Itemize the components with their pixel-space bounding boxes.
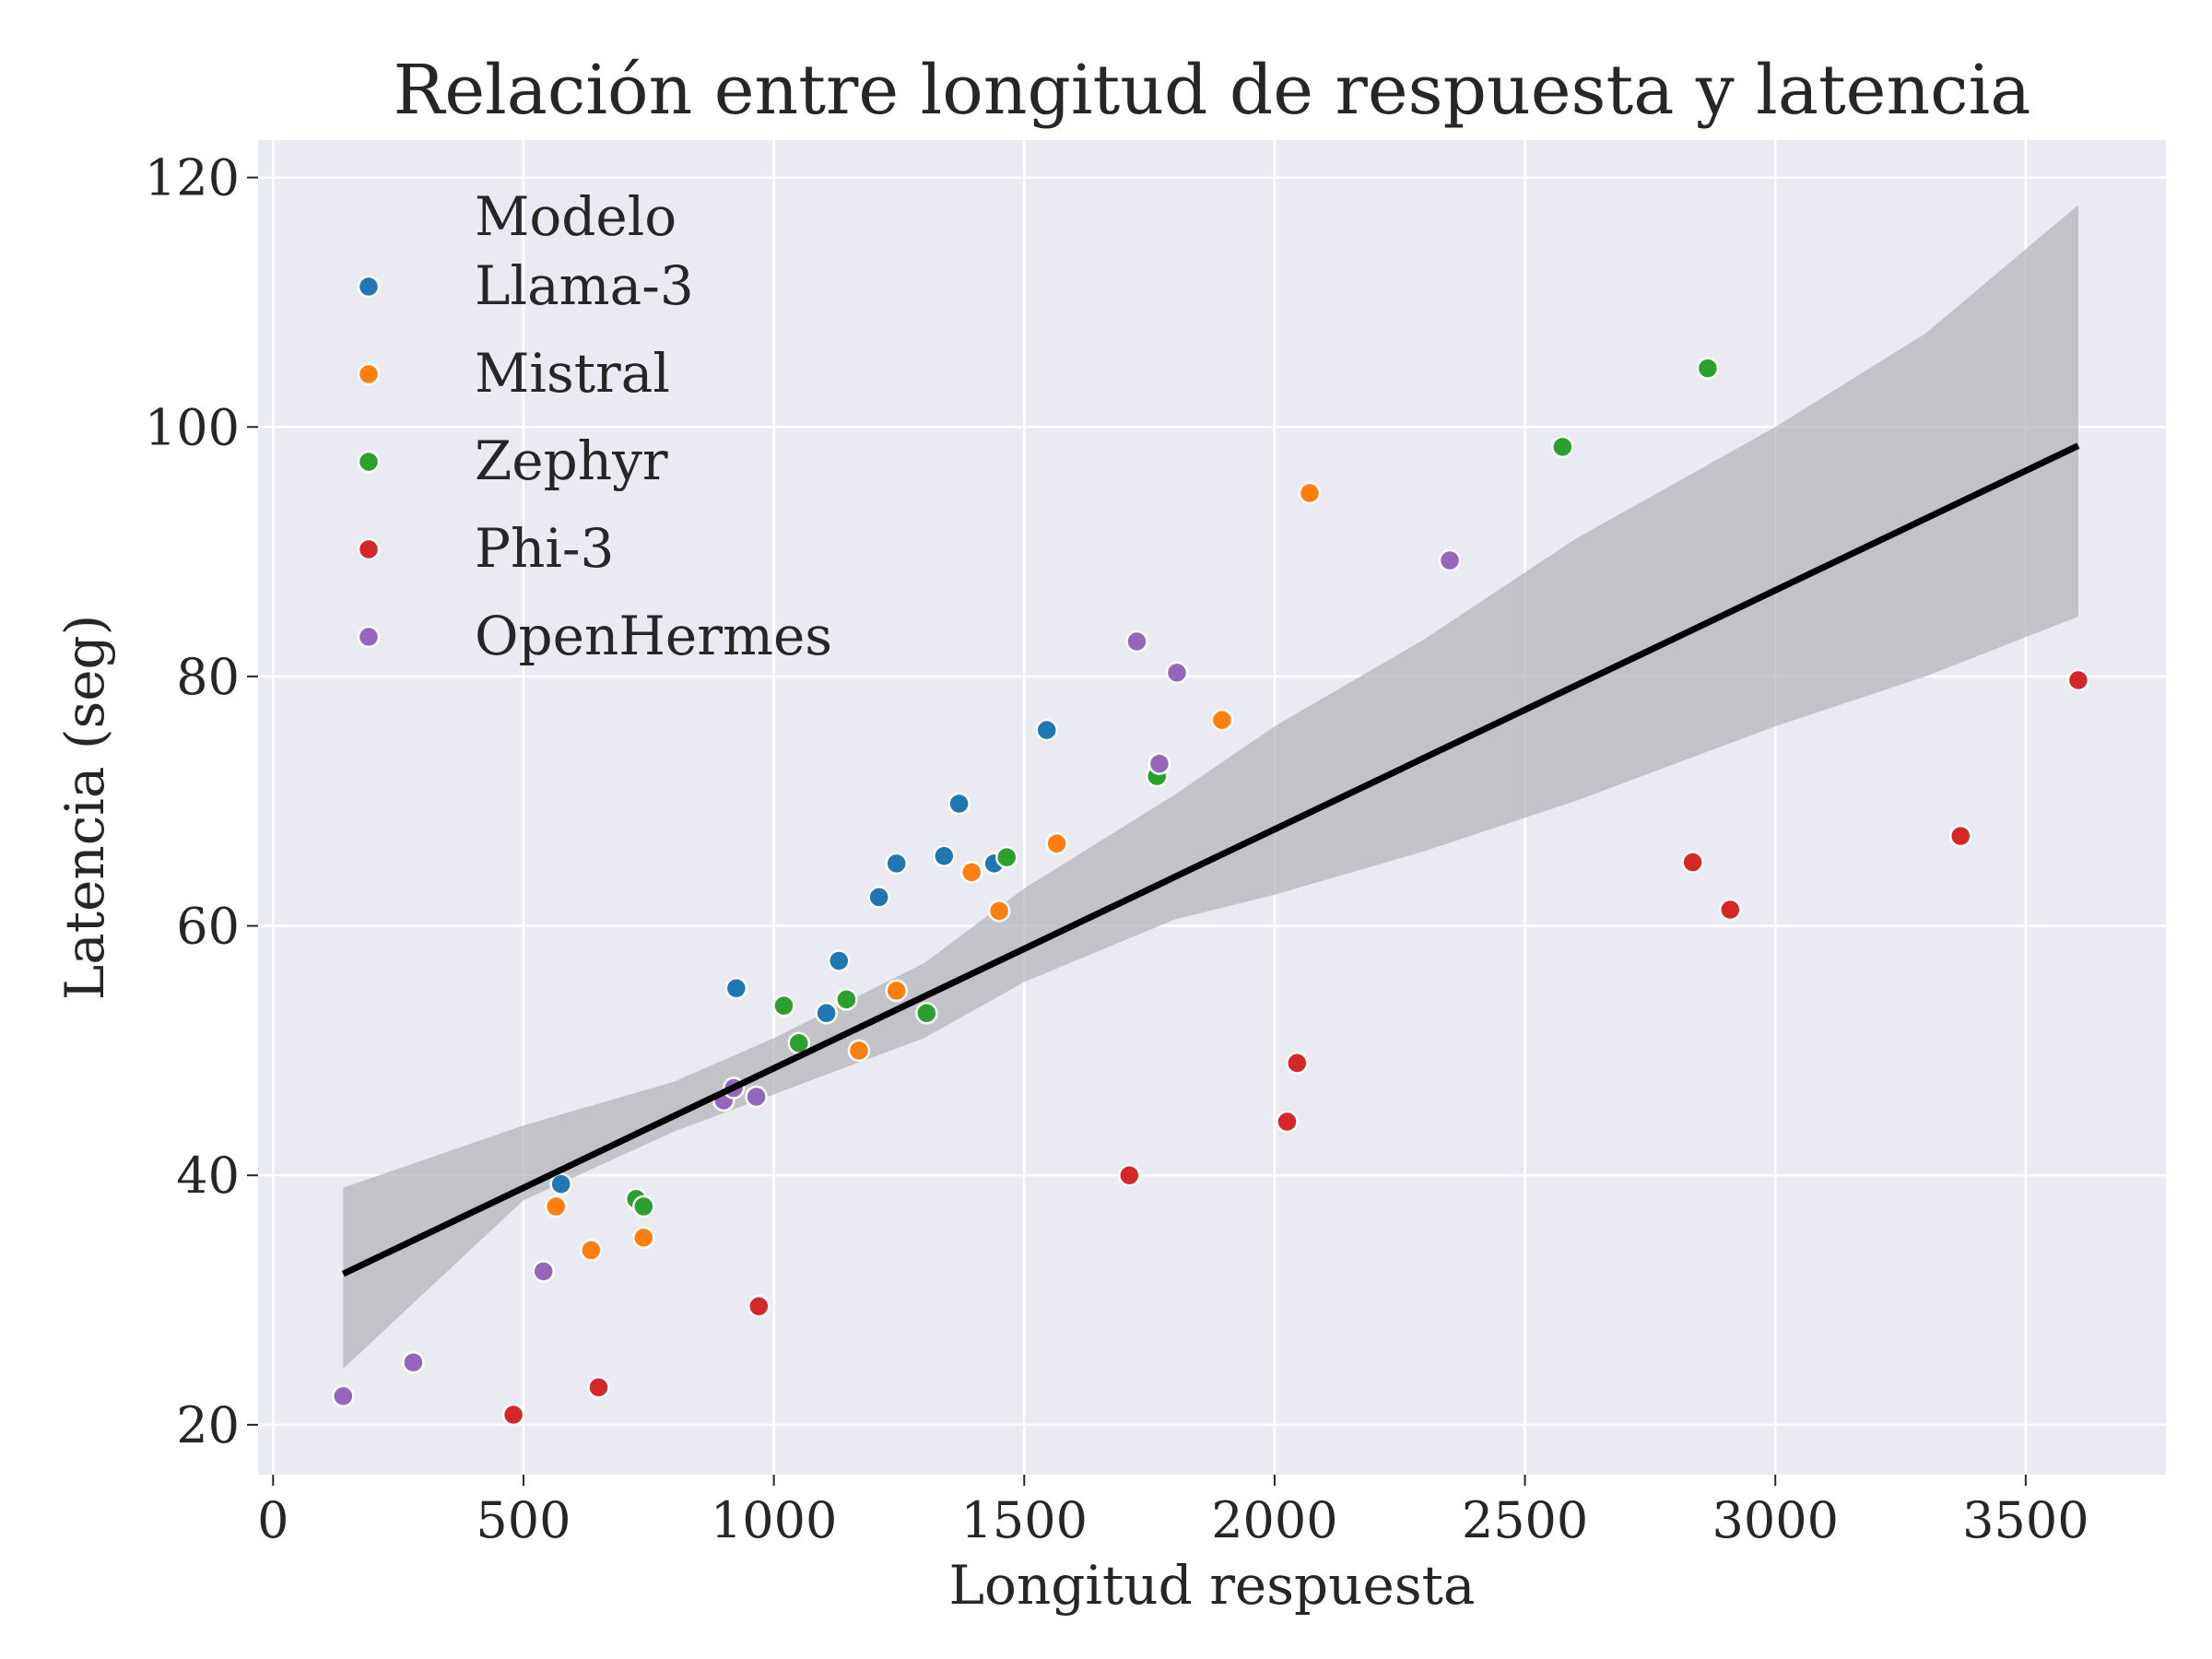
data-point-llama-3 <box>549 1172 572 1195</box>
data-point-mistral <box>632 1226 655 1250</box>
x-tick-label: 500 <box>476 1491 571 1549</box>
confidence-band <box>343 205 2078 1369</box>
chart-title: Relación entre longitud de respuesta y l… <box>394 51 2031 130</box>
x-axis-label: Longitud respuesta <box>949 1554 1476 1617</box>
data-point-phi-3 <box>501 1403 525 1427</box>
data-point-mistral <box>1298 481 1322 505</box>
x-tick-label: 1000 <box>711 1491 837 1549</box>
data-point-openhermes <box>1165 661 1189 685</box>
legend-marker-phi-3 <box>357 537 381 561</box>
data-point-phi-3 <box>747 1295 771 1318</box>
data-point-mistral <box>1045 831 1068 855</box>
data-point-phi-3 <box>1948 824 1972 848</box>
x-tick-label: 2000 <box>1211 1491 1337 1549</box>
data-point-openhermes <box>532 1260 555 1283</box>
data-point-phi-3 <box>1286 1052 1309 1075</box>
data-point-mistral <box>847 1039 871 1063</box>
data-point-zephyr <box>772 994 795 1018</box>
regression-line <box>341 442 2080 1277</box>
data-point-mistral <box>545 1194 568 1218</box>
y-tick-label: 60 <box>176 898 240 956</box>
x-axis-ticks: 0 500 1000 1500 2000 2500 3000 3500 <box>257 1475 2089 1549</box>
data-point-mistral <box>959 861 983 884</box>
data-point-zephyr <box>915 1002 938 1025</box>
data-point-phi-3 <box>587 1376 610 1399</box>
data-point-llama-3 <box>867 886 890 909</box>
data-point-llama-3 <box>947 792 971 816</box>
legend-title: Modelo <box>475 185 677 248</box>
data-point-llama-3 <box>724 976 748 1000</box>
data-point-llama-3 <box>1035 718 1058 742</box>
data-point-mistral <box>987 900 1011 923</box>
data-point-openhermes <box>745 1085 768 1109</box>
y-tick-label: 120 <box>145 149 240 207</box>
data-point-mistral <box>580 1239 603 1262</box>
y-axis-ticks: 20 40 60 80 100 120 <box>145 149 258 1454</box>
data-point-llama-3 <box>827 949 851 972</box>
data-point-openhermes <box>332 1384 355 1407</box>
data-point-phi-3 <box>1719 898 1742 922</box>
y-tick-label: 20 <box>176 1396 240 1454</box>
data-point-phi-3 <box>2066 668 2090 692</box>
data-point-phi-3 <box>1276 1110 1299 1134</box>
y-tick-label: 80 <box>176 648 240 706</box>
data-point-openhermes <box>1147 752 1171 775</box>
legend-label-zephyr: Zephyr <box>475 429 668 492</box>
legend-marker-openhermes <box>357 625 381 649</box>
y-axis-label: Latencia (seg) <box>53 615 116 1001</box>
data-point-zephyr <box>835 988 858 1011</box>
x-tick-label: 2500 <box>1462 1491 1588 1549</box>
data-point-openhermes <box>1125 629 1148 653</box>
data-point-zephyr <box>632 1194 655 1218</box>
x-tick-label: 3500 <box>1962 1491 2088 1549</box>
legend-marker-zephyr <box>357 450 381 474</box>
legend-label-llama-3: Llama-3 <box>475 254 694 317</box>
legend-marker-mistral <box>357 362 381 386</box>
data-point-openhermes <box>402 1350 425 1374</box>
data-point-llama-3 <box>885 852 908 876</box>
data-point-llama-3 <box>815 1002 838 1025</box>
data-point-mistral <box>885 979 908 1003</box>
x-tick-label: 1500 <box>961 1491 1088 1549</box>
x-tick-label: 3000 <box>1712 1491 1839 1549</box>
data-point-llama-3 <box>933 844 956 868</box>
legend-label-mistral: Mistral <box>475 342 670 405</box>
legend-label-phi-3: Phi-3 <box>475 517 614 580</box>
data-point-phi-3 <box>1118 1163 1141 1187</box>
x-tick-label: 0 <box>257 1491 288 1549</box>
legend: Modelo Llama-3 Mistral Zephyr Phi-3 OpenHerm… <box>357 185 832 667</box>
data-point-zephyr <box>994 845 1018 869</box>
data-point-mistral <box>1210 709 1234 732</box>
data-point-openhermes <box>1438 548 1462 572</box>
data-point-zephyr <box>1551 435 1574 459</box>
legend-marker-llama-3 <box>357 275 381 299</box>
data-point-zephyr <box>1696 357 1720 380</box>
y-tick-label: 100 <box>145 398 240 456</box>
legend-label-openhermes: OpenHermes <box>475 605 832 667</box>
y-tick-label: 40 <box>176 1147 240 1205</box>
data-point-phi-3 <box>1681 851 1704 874</box>
